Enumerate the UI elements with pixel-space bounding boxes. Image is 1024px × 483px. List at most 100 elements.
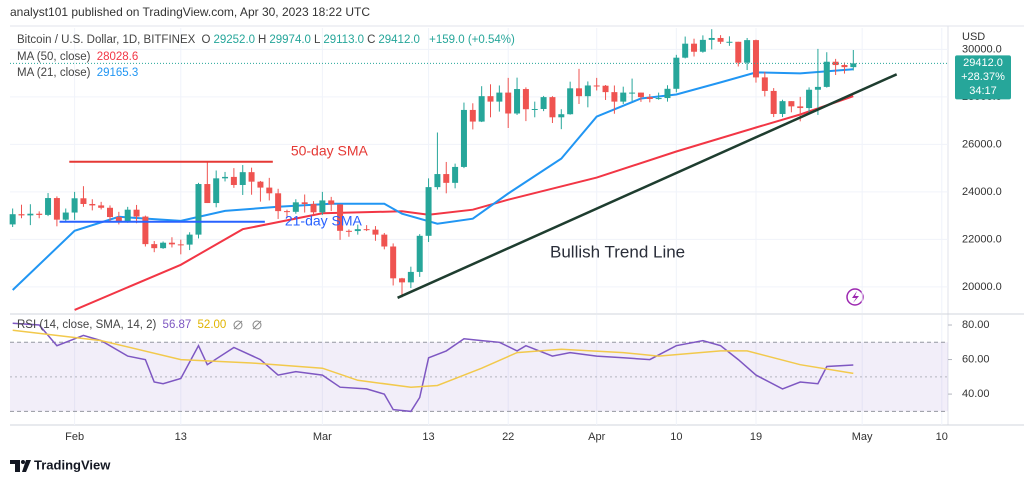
candle-body — [372, 229, 379, 235]
candle-body — [124, 209, 131, 222]
trend-line — [397, 73, 898, 299]
ohlc-value: 29412.0 — [378, 34, 420, 46]
candle-body — [328, 200, 335, 205]
candle-body — [487, 96, 494, 102]
x-tick-label: 19 — [750, 431, 762, 443]
symbol-title: Bitcoin / U.S. Dollar, 1D, BITFINEX — [17, 34, 196, 46]
trend-label: Bullish Trend Line — [550, 242, 685, 261]
candle-body — [602, 85, 609, 93]
rsi-legend: RSI (14, close, SMA, 14, 2) 56.87 52.00 — [17, 319, 229, 331]
x-tick-label: 13 — [175, 431, 187, 443]
ohlc-label: O — [201, 34, 211, 46]
y-tick-label: 22000.0 — [962, 233, 1002, 245]
candle-body — [80, 198, 87, 204]
candle-body — [168, 242, 175, 245]
ma-value: 28028.6 — [96, 51, 139, 63]
candle-body — [735, 41, 742, 63]
candle-body — [584, 85, 591, 97]
last-price-label: 29412.0 — [963, 57, 1003, 69]
candle-body — [301, 202, 308, 204]
candle-body — [337, 204, 344, 231]
candle-body — [637, 92, 644, 98]
candle-body — [283, 211, 290, 213]
y-tick-label: 80.00 — [962, 319, 990, 331]
last-price-box — [955, 55, 1011, 100]
y-unit: USD — [962, 31, 985, 43]
candle-body — [36, 213, 43, 215]
candle-body — [770, 90, 777, 114]
candle-body — [53, 198, 60, 220]
ma50-legend: MA (50, close) 28028.6 — [17, 51, 141, 63]
candle-body — [399, 278, 406, 283]
y-tick-label: 26000.0 — [962, 138, 1002, 150]
candle-body — [45, 198, 52, 215]
candle-body — [310, 203, 317, 213]
candle-body — [761, 77, 768, 91]
x-tick-label: 22 — [502, 431, 514, 443]
candle-body — [823, 61, 830, 87]
candle-body — [549, 97, 556, 118]
y-tick-label: 40.00 — [962, 388, 990, 400]
candle-body — [354, 229, 361, 232]
ohlc-label: L — [313, 34, 321, 46]
candle-body — [814, 86, 821, 90]
x-tick-label: 10 — [670, 431, 682, 443]
series-line — [12, 68, 854, 291]
candle-body — [257, 181, 264, 188]
y-tick-label: 20000.0 — [962, 281, 1002, 293]
candle-body — [222, 176, 229, 179]
candle-body — [98, 205, 105, 208]
candle-body — [752, 40, 759, 78]
x-tick-label: Feb — [65, 431, 84, 443]
candle-body — [655, 98, 662, 100]
change: +159.0 (+0.54%) — [429, 34, 515, 46]
y-tick-label: 30000.0 — [962, 43, 1002, 55]
candle-body — [797, 106, 804, 109]
lightning-icon[interactable] — [846, 288, 864, 306]
x-tick-label: Mar — [313, 431, 332, 443]
candle-body — [850, 63, 857, 68]
series-line — [12, 329, 854, 388]
candle-body — [390, 246, 397, 279]
candle-body — [18, 214, 25, 216]
candle-body — [558, 114, 565, 118]
ma21-legend: MA (21, close) 29165.3 — [17, 67, 141, 79]
candle-body — [699, 39, 706, 52]
candle-body — [151, 244, 158, 249]
candle-body — [682, 43, 689, 58]
brand: TradingView — [34, 457, 111, 472]
ohlc-label: H — [258, 34, 267, 46]
rsi-value: 56.87 — [162, 319, 192, 331]
ma-name: MA (21, close) — [17, 67, 91, 79]
candle-body — [62, 212, 69, 220]
publish-line: analyst101 published on TradingView.com,… — [10, 5, 370, 19]
candle-body — [540, 97, 547, 109]
x-tick-label: 10 — [936, 431, 948, 443]
last-price-change: +28.37% — [961, 71, 1005, 83]
series-line — [12, 322, 854, 413]
candle-body — [505, 92, 512, 114]
candle-body — [646, 97, 653, 100]
ohlc-value: 29252.0 — [213, 34, 256, 46]
candle-body — [416, 235, 423, 272]
candle-body — [469, 109, 476, 122]
candle-body — [691, 43, 698, 52]
candle-body — [806, 89, 813, 109]
visibility-icons[interactable] — [233, 320, 262, 330]
candle-body — [717, 37, 724, 42]
candle-body — [160, 242, 167, 249]
candle-body — [195, 184, 202, 235]
candle-body — [443, 174, 450, 183]
candle-body — [248, 172, 255, 182]
rsi-name: RSI (14, close, SMA, 14, 2) — [17, 319, 157, 331]
candle-body — [319, 200, 326, 213]
candle-body — [275, 193, 282, 212]
candle-body — [629, 92, 636, 94]
series-line — [74, 95, 854, 311]
candle-body — [177, 244, 184, 246]
annotation-label: 50-day SMA — [291, 142, 369, 158]
candle-body — [266, 187, 273, 194]
candle-body — [89, 203, 96, 206]
